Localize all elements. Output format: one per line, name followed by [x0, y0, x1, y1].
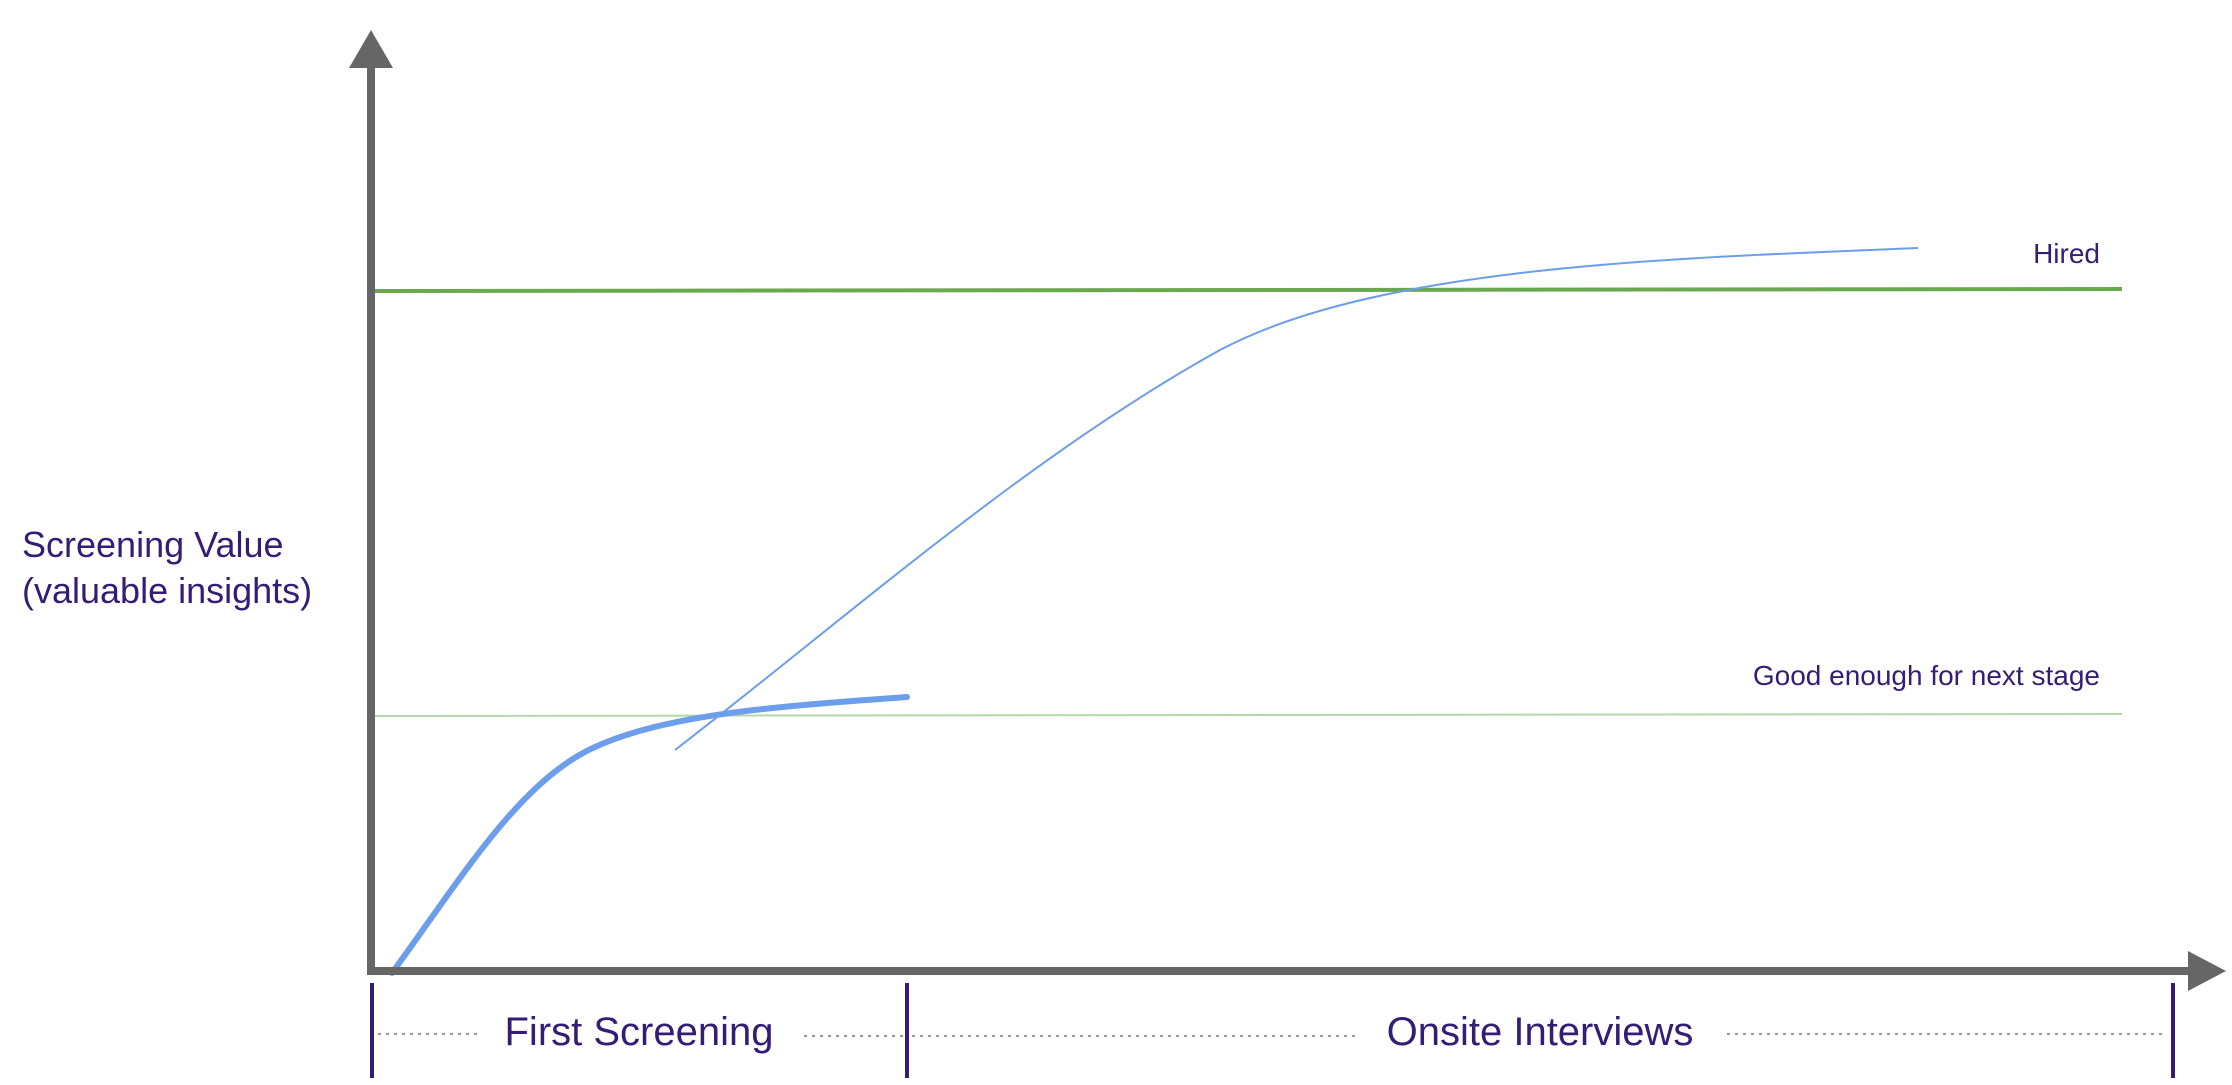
- onsite-interviews-curve: [674, 247, 1919, 751]
- y-axis-label-line1: Screening Value: [22, 524, 284, 565]
- hired-threshold-line: [372, 287, 2123, 293]
- stage-label-first-screening: First Screening: [505, 1010, 774, 1054]
- stage-label-onsite-interviews: Onsite Interviews: [1387, 1010, 1694, 1054]
- first-screening-curve: [389, 694, 910, 976]
- hired-threshold-label: Hired: [2033, 238, 2100, 269]
- next-stage-threshold-label: Good enough for next stage: [1753, 660, 2100, 691]
- next-stage-threshold-line: [372, 713, 2123, 717]
- y-axis-label-line2: (valuable insights): [22, 570, 312, 611]
- x-axis-arrowhead: [2188, 951, 2226, 991]
- y-axis-arrowhead: [349, 30, 393, 68]
